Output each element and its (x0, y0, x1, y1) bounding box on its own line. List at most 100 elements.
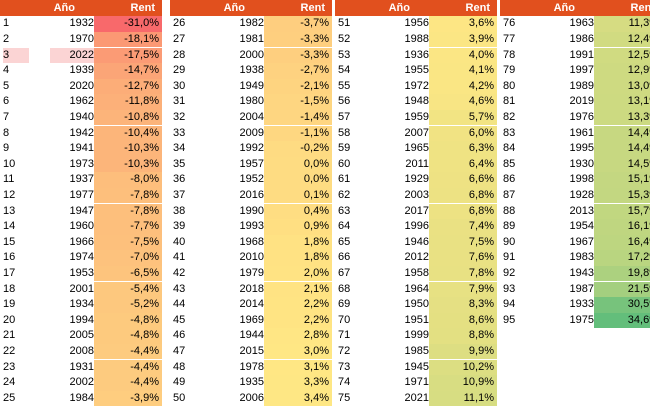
table-row[interactable]: 47 2015 3,0% (170, 343, 332, 360)
rent-cell[interactable]: 2,2% (264, 297, 332, 313)
rent-cell[interactable]: 0,4% (264, 203, 332, 220)
table-row[interactable]: 31 1980 -1,5% (170, 94, 332, 110)
table-row[interactable]: 1 1932 -31,0% (0, 16, 162, 32)
rent-cell[interactable]: 16,1% (594, 219, 650, 235)
rank-cell[interactable]: 83 (503, 126, 516, 139)
rank-cell[interactable]: 45 (173, 313, 186, 326)
rank-cell[interactable]: 31 (173, 95, 186, 108)
table-row[interactable]: 69 1950 8,3% (335, 297, 497, 313)
rent-cell[interactable]: 10,9% (429, 375, 497, 391)
table-row[interactable]: 21 2005 -4,8% (0, 328, 162, 344)
year-cell[interactable]: 2019 (569, 95, 594, 108)
table-row[interactable]: 8 1942 -10,4% (0, 125, 162, 142)
rank-cell[interactable]: 10 (3, 157, 16, 170)
rank-cell[interactable]: 1 (3, 17, 10, 30)
table-row[interactable]: 35 1957 0,0% (170, 156, 332, 173)
rent-cell[interactable]: -11,8% (94, 94, 162, 110)
rank-cell[interactable]: 79 (503, 64, 516, 77)
year-cell[interactable]: 1939 (69, 64, 94, 77)
rank-cell[interactable]: 53 (338, 48, 351, 61)
rent-cell[interactable]: 13,0% (594, 78, 650, 95)
rent-cell[interactable]: 7,6% (429, 250, 497, 266)
year-cell[interactable]: 1934 (69, 298, 94, 311)
table-row[interactable]: 41 2010 1,8% (170, 250, 332, 266)
year-cell[interactable]: 2010 (239, 251, 264, 264)
rank-cell[interactable]: 37 (173, 188, 186, 201)
year-cell[interactable]: 1932 (69, 17, 94, 30)
year-cell[interactable]: 1988 (404, 32, 429, 45)
rent-cell[interactable]: -10,8% (94, 109, 162, 126)
table-row[interactable]: 34 1992 -0,2% (170, 141, 332, 157)
rent-cell[interactable]: 15,7% (594, 203, 650, 220)
year-cell[interactable]: 1982 (239, 17, 264, 30)
rank-cell[interactable]: 89 (503, 220, 516, 233)
rent-cell[interactable]: 13,1% (594, 94, 650, 110)
table-row[interactable]: 45 1969 2,2% (170, 312, 332, 329)
rank-cell[interactable]: 85 (503, 157, 516, 170)
table-row[interactable]: 30 1949 -2,1% (170, 78, 332, 95)
rent-cell[interactable]: 5,7% (429, 109, 497, 126)
table-row[interactable]: 56 1948 4,6% (335, 94, 497, 110)
year-cell[interactable]: 1963 (569, 17, 594, 30)
rent-cell[interactable]: 3,0% (264, 343, 332, 360)
table-row[interactable]: 75 2021 11,1% (335, 390, 497, 407)
rank-cell[interactable]: 42 (173, 266, 186, 279)
table-row[interactable]: 7 1940 -10,8% (0, 109, 162, 126)
rent-cell[interactable]: -1,5% (264, 94, 332, 110)
table-row[interactable]: 12 1977 -7,8% (0, 187, 162, 204)
year-cell[interactable]: 1990 (239, 204, 264, 217)
table-row[interactable]: 44 2014 2,2% (170, 297, 332, 313)
year-cell[interactable]: 1949 (239, 79, 264, 92)
rent-cell[interactable]: 12,4% (594, 31, 650, 48)
rent-cell[interactable]: 2,2% (264, 312, 332, 329)
rent-cell[interactable]: 34,6% (594, 312, 650, 329)
year-cell[interactable]: 1961 (569, 126, 594, 139)
table-row[interactable]: 24 2002 -4,4% (0, 375, 162, 391)
year-cell[interactable]: 1940 (69, 110, 94, 123)
rent-cell[interactable]: 14,4% (594, 125, 650, 142)
year-cell[interactable]: 1995 (569, 142, 594, 155)
table-row[interactable]: 2 1970 -18,1% (0, 31, 162, 48)
rent-cell[interactable]: -7,8% (94, 203, 162, 220)
rank-cell[interactable]: 47 (173, 344, 186, 357)
rank-cell[interactable]: 91 (503, 251, 516, 264)
table-row[interactable]: 50 2006 3,4% (170, 390, 332, 407)
rank-cell[interactable]: 24 (3, 376, 16, 389)
rent-cell[interactable]: -6,5% (94, 265, 162, 282)
rent-cell[interactable]: -7,0% (94, 250, 162, 266)
rank-cell[interactable]: 29 (173, 64, 186, 77)
rent-cell[interactable]: 14,4% (594, 141, 650, 157)
table-row[interactable]: 59 1965 6,3% (335, 141, 497, 157)
rent-cell[interactable]: -18,1% (94, 31, 162, 48)
year-cell[interactable]: 1955 (404, 64, 429, 77)
table-row[interactable]: 51 1956 3,6% (335, 16, 497, 32)
rank-cell[interactable]: 63 (338, 204, 351, 217)
rent-cell[interactable]: 9,9% (429, 343, 497, 360)
year-cell[interactable]: 2000 (239, 48, 264, 61)
year-cell[interactable]: 1943 (569, 266, 594, 279)
rent-cell[interactable]: -4,8% (94, 328, 162, 344)
table-row[interactable]: 25 1984 -3,9% (0, 390, 162, 407)
year-cell[interactable]: 1973 (69, 157, 94, 170)
rank-cell[interactable]: 34 (173, 142, 186, 155)
table-row[interactable]: 53 1936 4,0% (335, 47, 497, 64)
year-cell[interactable]: 1956 (404, 17, 429, 30)
year-cell[interactable]: 1948 (404, 95, 429, 108)
table-row[interactable]: 60 2011 6,4% (335, 156, 497, 173)
table-row[interactable]: 48 1978 3,1% (170, 359, 332, 376)
rent-cell[interactable]: 4,2% (429, 78, 497, 95)
table-row[interactable]: 42 1979 2,0% (170, 265, 332, 282)
rank-cell[interactable]: 77 (503, 32, 516, 45)
table-row[interactable]: 10 1973 -10,3% (0, 156, 162, 173)
rent-cell[interactable]: 15,3% (594, 187, 650, 204)
rent-cell[interactable]: -10,4% (94, 125, 162, 142)
table-row[interactable]: 55 1972 4,2% (335, 78, 497, 95)
year-cell[interactable]: 1985 (404, 344, 429, 357)
rank-cell[interactable]: 2 (3, 32, 10, 45)
